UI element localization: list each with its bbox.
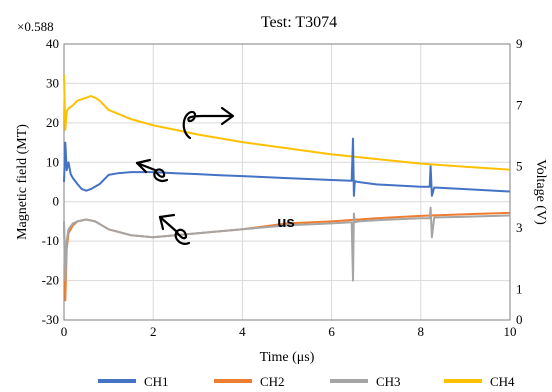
series-layer	[63, 74, 511, 302]
y-left-tick-label: 10	[46, 154, 59, 169]
legend-label-ch3: CH3	[376, 374, 401, 389]
annotation-arrow-left-icon	[135, 158, 169, 182]
x-tick-label: 10	[504, 324, 517, 339]
y-left-tick-label: 40	[46, 36, 59, 51]
y-left-tick-label: 30	[46, 75, 59, 90]
annotation-arrow-left-icon-lower	[158, 213, 191, 245]
y-left-tick-label: -20	[42, 273, 59, 288]
y-right-tick-label: 9	[516, 36, 523, 51]
chart-title: Test: T3074	[261, 14, 337, 31]
y-right-tick-label: 3	[516, 220, 523, 235]
y-left-tick-label: -10	[42, 233, 59, 248]
legend-label-ch4: CH4	[490, 374, 515, 389]
legend-label-ch2: CH2	[260, 374, 285, 389]
x-tick-label: 4	[239, 324, 246, 339]
y-left-tick-label: -30	[42, 312, 59, 327]
y-left-tick-label: 20	[46, 115, 59, 130]
y-right-tick-label: 1	[516, 281, 523, 296]
x-tick-label: 8	[418, 324, 425, 339]
x-tick-label: 6	[328, 324, 335, 339]
y-axis-right-label: Voltage (V)	[533, 159, 548, 225]
annotation-arrow-right-icon	[182, 106, 235, 140]
y-right-tick-label: 7	[516, 97, 523, 112]
x-axis-label: Time (μs)	[260, 350, 315, 365]
x-tick-label: 2	[150, 324, 157, 339]
y-axis-left-label: Magnetic field (MT)	[15, 124, 30, 240]
y-right-tick-label: 5	[516, 159, 523, 174]
annotation-text: us	[277, 214, 295, 231]
series-line-ch3	[63, 206, 511, 282]
legend-label-ch1: CH1	[144, 374, 169, 389]
series-line-ch1	[63, 137, 511, 197]
plot-frame	[63, 43, 511, 321]
axis-multiplier-label: ×0.588	[17, 19, 54, 34]
x-tick-label: 0	[61, 324, 68, 339]
legend: CH1 CH2 CH3 CH4	[98, 374, 515, 389]
y-left-tick-label: 0	[53, 194, 60, 209]
y-right-tick-label: 0	[516, 312, 523, 327]
